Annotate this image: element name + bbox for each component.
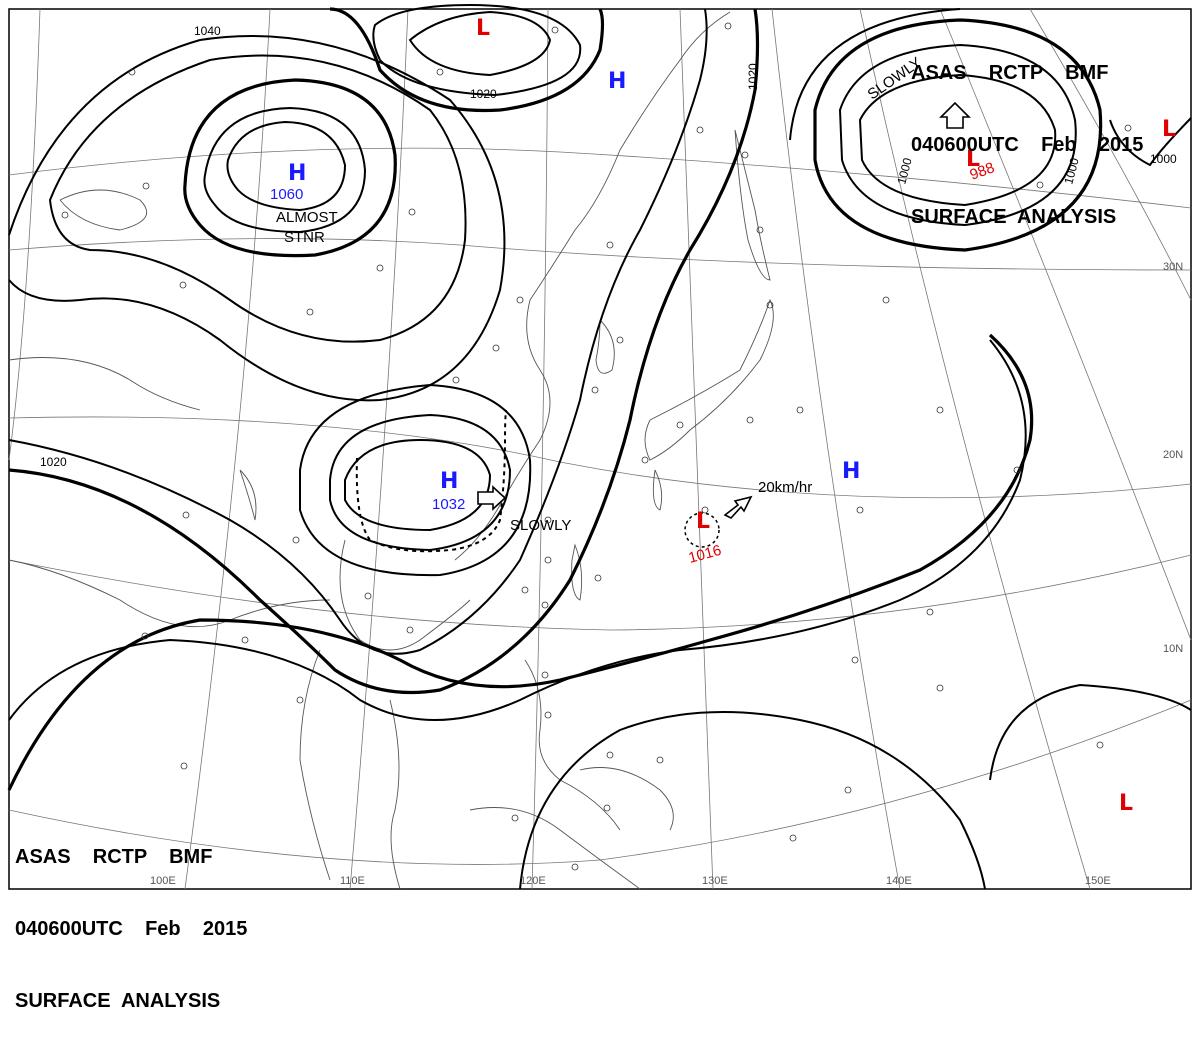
low-circle: [684, 512, 720, 548]
lat-label: 20N: [1163, 449, 1183, 461]
header-bottom-line3: SURFACE ANALYSIS: [15, 990, 221, 1012]
isobar-label: 1000: [894, 156, 915, 186]
arrow-20kmhr: [723, 495, 753, 519]
surface-analysis-map: 1040 1020 1020 1020 1000 1000 1000 110E …: [7, 3, 1192, 890]
header-bottom: ASAS RCTP BMF 040600UTC Feb 2015 SURFACE…: [15, 797, 247, 1037]
lon-label: 110E: [340, 875, 365, 887]
high-value: 1032: [432, 496, 465, 513]
lon-label: 130E: [702, 875, 728, 887]
header-top-line1: ASAS RCTP BMF: [911, 62, 1109, 84]
header-bottom-line1: ASAS RCTP BMF: [15, 846, 213, 868]
low-center: L: [966, 147, 980, 172]
low-center: L: [1119, 791, 1133, 816]
low-center: L: [476, 16, 490, 41]
lon-label: 120E: [520, 875, 546, 887]
isobar-label: 1000: [1061, 156, 1082, 186]
high-value: 1060: [270, 186, 303, 203]
isobar-label: 1040: [194, 24, 221, 38]
high-center: H: [608, 69, 626, 94]
isobar-label: 1020: [746, 63, 760, 90]
lon-label: 100E: [150, 875, 176, 887]
system-note: STNR: [284, 229, 325, 246]
high-center: H: [842, 459, 860, 484]
low-center: L: [696, 509, 710, 534]
isobar-label: 1020: [40, 455, 67, 469]
high-center: H: [440, 469, 458, 494]
arrow-slowly-988: [939, 101, 971, 129]
low-value: 1016: [687, 542, 724, 567]
header-top-line2: 040600UTC Feb 2015: [911, 134, 1144, 156]
station-plots: [61, 22, 1132, 871]
system-note: SLOWLY: [510, 517, 571, 534]
header-bottom-line2: 040600UTC Feb 2015: [15, 918, 248, 940]
grid-labels: 110E 120E 130E 140E 150E 100E 30N 20N 10…: [150, 261, 1183, 887]
header-top-line3: SURFACE ANALYSIS: [911, 206, 1117, 228]
lat-label: 10N: [1163, 643, 1183, 655]
header-top: ASAS RCTP BMF 040600UTC Feb 2015 SURFACE…: [911, 13, 1143, 253]
system-note: ALMOST: [276, 209, 338, 226]
system-note: 20km/hr: [758, 479, 812, 496]
lon-label: 150E: [1085, 875, 1111, 887]
high-center: H: [288, 161, 306, 186]
isobar-labels: 1040 1020 1020 1020 1000 1000 1000: [40, 24, 1177, 469]
trough-line: [355, 409, 507, 553]
arrow-slowly-1032: [477, 485, 507, 511]
isobar-label: 1020: [470, 87, 497, 101]
lon-label: 140E: [886, 875, 912, 887]
motion-arrows: [477, 101, 971, 519]
isobars: [7, 3, 1192, 890]
lat-label: 30N: [1163, 261, 1183, 273]
low-center: L: [1162, 117, 1176, 142]
isobar-label: 1000: [1150, 152, 1177, 166]
